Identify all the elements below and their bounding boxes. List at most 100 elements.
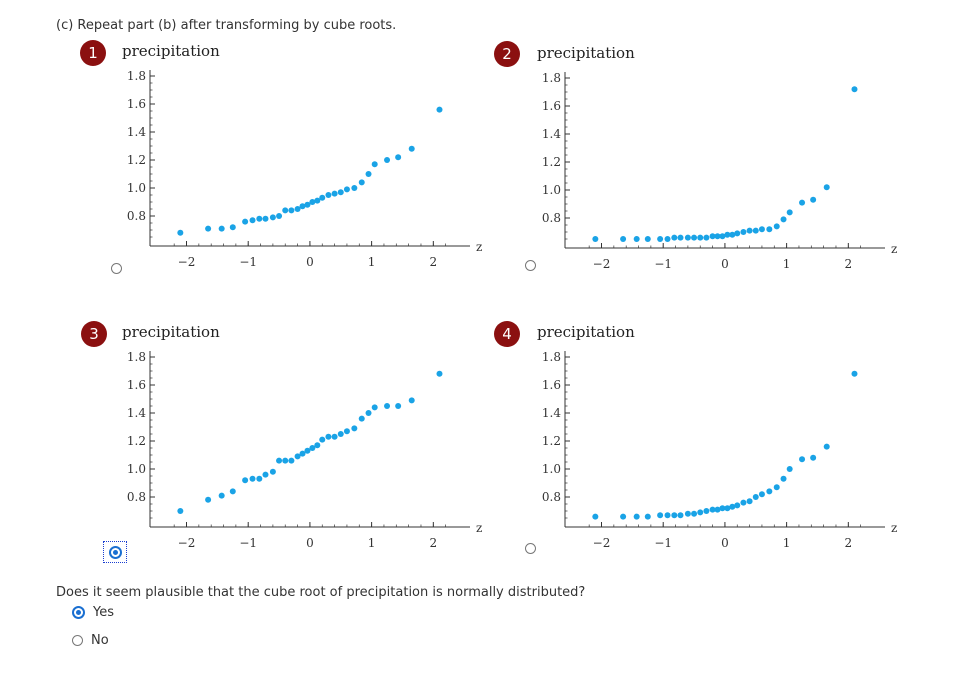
data-point — [371, 161, 378, 168]
plot-number-badge: 1 — [80, 40, 106, 66]
x-tick-label: 1 — [783, 536, 791, 550]
y-tick-label: 1.4 — [542, 406, 561, 420]
data-point — [729, 503, 736, 510]
data-point — [331, 433, 338, 440]
data-point — [304, 201, 311, 208]
data-point — [677, 512, 684, 519]
y-tick-label: 1.8 — [542, 71, 561, 85]
option-no[interactable]: No — [72, 633, 109, 648]
data-point — [358, 179, 365, 186]
x-tick-label: 0 — [721, 257, 729, 271]
data-point — [304, 447, 311, 454]
x-axis-label: z — [476, 240, 482, 254]
data-point — [282, 207, 289, 214]
data-point — [288, 457, 295, 464]
x-tick-label: −1 — [654, 257, 672, 271]
data-point — [786, 466, 793, 472]
x-tick-label: 2 — [429, 536, 437, 550]
plot-3-radio-focus — [103, 541, 127, 563]
data-point — [249, 217, 256, 224]
data-point — [810, 454, 817, 461]
plot-title: precipitation — [537, 44, 635, 62]
plot-2-radio[interactable] — [525, 260, 536, 271]
data-point — [697, 234, 704, 241]
data-point — [229, 488, 236, 495]
option-yes[interactable]: Yes — [72, 605, 114, 620]
y-tick-label: 1.0 — [127, 462, 146, 476]
data-point — [269, 214, 276, 221]
x-tick-label: 0 — [306, 536, 314, 550]
data-point — [314, 197, 321, 204]
y-tick-label: 1.6 — [542, 378, 561, 392]
data-point — [331, 190, 338, 197]
plot-3-radio[interactable] — [109, 546, 122, 559]
plot-number-badge: 4 — [494, 321, 520, 347]
x-axis-label: z — [891, 242, 897, 256]
data-point — [256, 475, 263, 482]
y-tick-label: 1.2 — [542, 155, 561, 169]
y-tick-label: 1.4 — [542, 127, 561, 141]
data-point — [620, 513, 627, 520]
y-tick-label: 0.8 — [127, 490, 146, 504]
data-point — [299, 203, 306, 210]
data-point — [633, 236, 640, 242]
plot-number-badge: 3 — [81, 321, 107, 347]
data-point — [633, 513, 640, 520]
data-point — [242, 218, 249, 225]
data-point — [294, 206, 301, 212]
x-tick-label: −2 — [178, 536, 196, 550]
x-tick-label: −1 — [239, 536, 257, 550]
data-point — [242, 477, 249, 484]
y-tick-label: 1.8 — [127, 350, 146, 364]
data-point — [644, 236, 651, 242]
data-point — [436, 106, 443, 113]
option-no-radio[interactable] — [72, 635, 83, 646]
y-tick-label: 1.8 — [127, 69, 146, 83]
data-point — [408, 145, 415, 152]
option-yes-radio[interactable] — [72, 606, 85, 619]
data-point — [786, 209, 793, 216]
data-point — [758, 491, 765, 498]
x-tick-label: 2 — [429, 255, 437, 269]
x-tick-label: −2 — [178, 255, 196, 269]
x-tick-label: 0 — [721, 536, 729, 550]
x-tick-label: 1 — [783, 257, 791, 271]
data-point — [262, 215, 269, 222]
data-point — [766, 488, 773, 495]
data-point — [823, 184, 830, 191]
data-point — [276, 457, 283, 464]
data-point — [325, 192, 332, 198]
data-point — [714, 506, 721, 513]
plot-4-radio[interactable] — [525, 543, 536, 554]
data-point — [592, 513, 599, 520]
data-point — [408, 397, 415, 404]
data-point — [684, 234, 691, 241]
plot-number-badge: 2 — [494, 41, 520, 67]
data-point — [319, 436, 326, 443]
data-point — [436, 370, 443, 377]
question-text: Does it seem plausible that the cube roo… — [56, 585, 586, 600]
plot-1-radio[interactable] — [111, 263, 122, 274]
y-tick-label: 0.8 — [542, 211, 561, 225]
x-axis-label: z — [476, 521, 482, 535]
data-point — [851, 86, 858, 93]
y-tick-label: 1.6 — [542, 99, 561, 113]
x-tick-label: 2 — [844, 536, 852, 550]
data-point — [358, 415, 365, 422]
data-point — [740, 499, 747, 506]
data-point — [282, 457, 289, 464]
data-point — [724, 505, 731, 512]
data-point — [703, 508, 710, 514]
data-point — [740, 229, 747, 235]
data-point — [773, 484, 780, 491]
x-tick-label: −1 — [239, 255, 257, 269]
data-point — [799, 199, 806, 206]
data-point — [766, 226, 773, 233]
data-point — [664, 236, 671, 242]
data-point — [371, 404, 378, 411]
data-point — [734, 230, 741, 237]
y-tick-label: 1.2 — [127, 153, 146, 167]
data-point — [343, 186, 350, 193]
y-tick-label: 0.8 — [127, 209, 146, 223]
plot-title: precipitation — [122, 42, 220, 60]
